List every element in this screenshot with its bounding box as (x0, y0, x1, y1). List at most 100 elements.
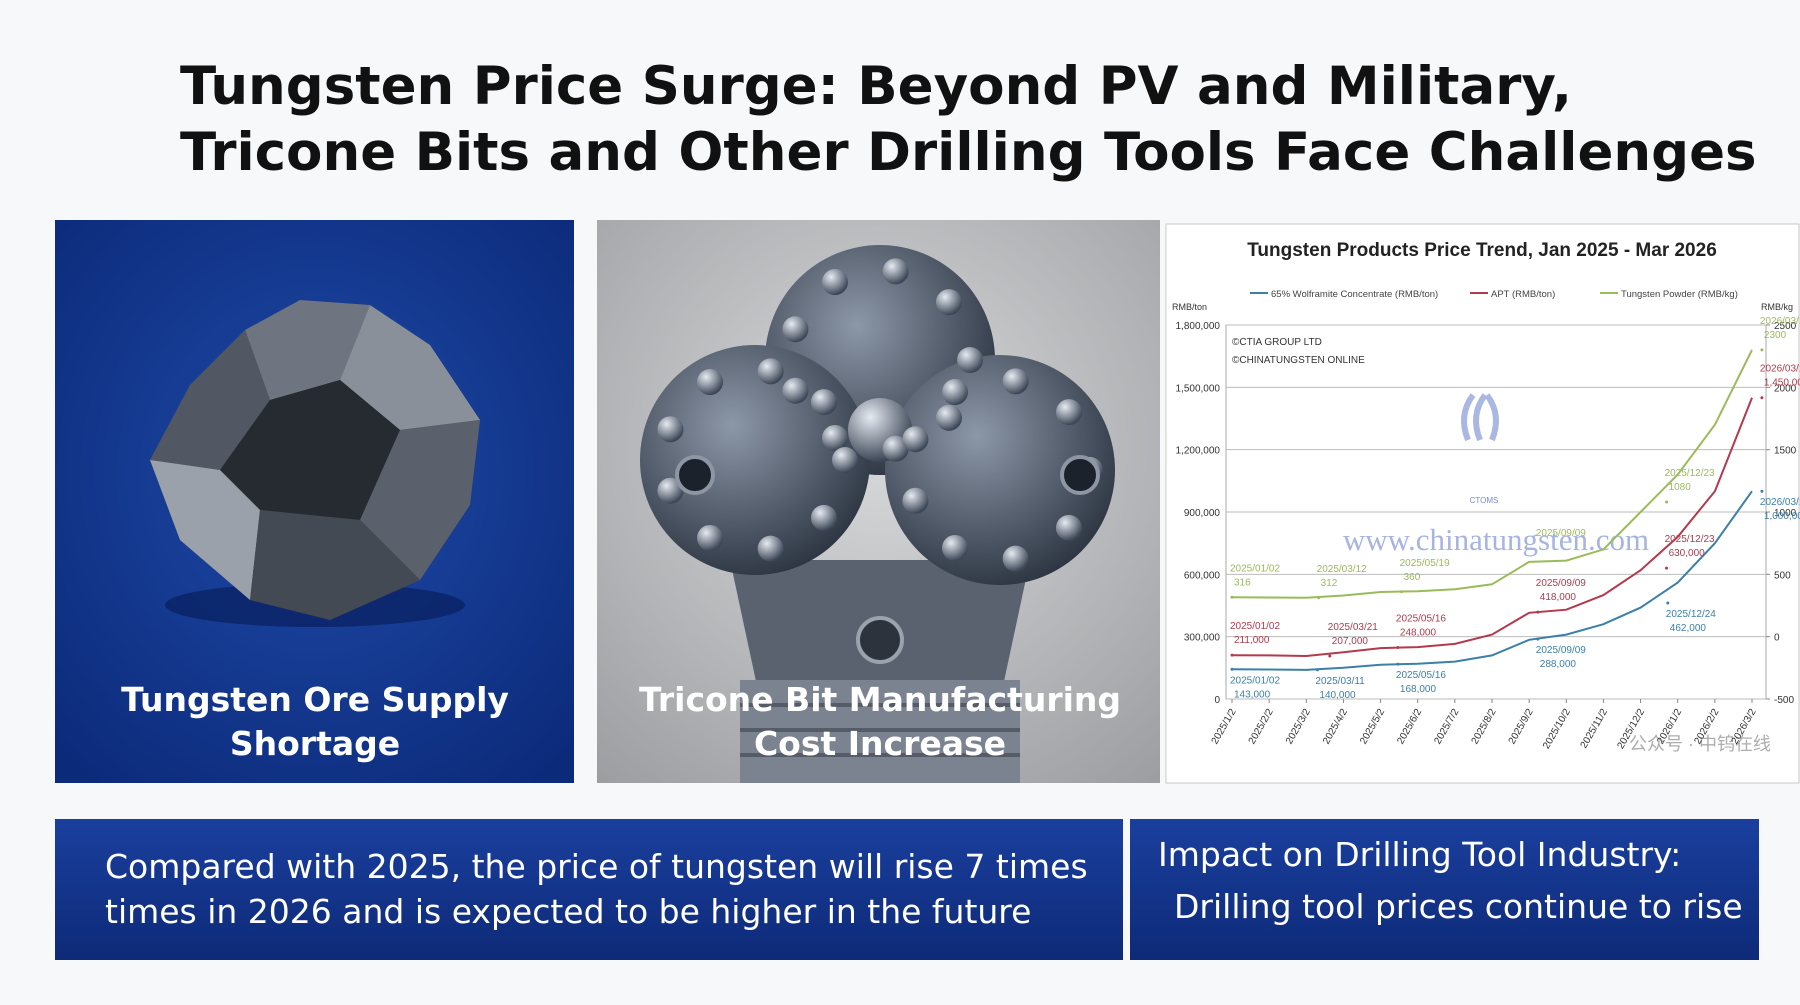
stud (935, 404, 962, 431)
banner (55, 819, 1123, 960)
annotation-value: 248,000 (1400, 627, 1437, 638)
stud (902, 426, 929, 453)
stud (822, 269, 848, 296)
watermark: 公众号 · 中钨在线 (1629, 734, 1771, 754)
banner-text: times in 2026 and is expected to be high… (105, 892, 1031, 931)
annotation-date: 2025/09/09 (1536, 578, 1586, 589)
y2-tick-label: 1000 (1774, 508, 1797, 519)
bit-panel: Tricone Bit Manufacturing Cost Increase (597, 220, 1160, 783)
y2-axis-label: RMB/kg (1761, 302, 1793, 312)
banner (1130, 819, 1759, 960)
nozzle (856, 616, 904, 664)
annotation-date: 2025/01/02 (1230, 621, 1280, 632)
banner-text: Drilling tool prices continue to rise (1174, 887, 1743, 926)
credit: ©CHINATUNGSTEN ONLINE (1232, 355, 1365, 366)
stud (782, 316, 809, 343)
panel-caption: Shortage (230, 724, 400, 763)
series-line (1231, 397, 1753, 658)
y2-tick-label: 500 (1774, 570, 1791, 581)
annotation-value: 316 (1234, 577, 1251, 588)
y-tick-label: 600,000 (1184, 570, 1221, 581)
stud (697, 369, 723, 396)
annotation-point (1230, 653, 1234, 657)
stud (942, 534, 968, 561)
annotation-date: 2025/05/16 (1396, 670, 1446, 681)
annotation-value: 1080 (1669, 482, 1692, 493)
stud (942, 379, 968, 406)
y-axis-label: RMB/ton (1172, 302, 1207, 312)
annotation-date: 2025/01/02 (1230, 563, 1280, 574)
annotation-date: 2025/03/12 (1317, 564, 1367, 575)
annotation-point (1760, 489, 1764, 493)
panel-caption: Cost Increase (754, 724, 1006, 763)
y2-tick-label: 0 (1774, 633, 1780, 644)
annotation-point (1760, 348, 1764, 352)
annotation-date: 2025/05/16 (1396, 613, 1446, 624)
title-line: Tricone Bits and Other Drilling Tools Fa… (180, 122, 1757, 183)
annotation-date: 2025/09/09 (1536, 528, 1586, 539)
panel-caption: Tricone Bit Manufacturing (639, 680, 1121, 719)
annotation-date: 2025/12/24 (1666, 609, 1716, 620)
annotation-point (1536, 610, 1540, 614)
stud (882, 258, 909, 285)
stud (657, 477, 684, 504)
annotation-value: 143,000 (1234, 689, 1271, 700)
y-tick-label: 1,200,000 (1176, 446, 1221, 457)
annotation-value: 360 (1404, 572, 1421, 583)
annotation-point (1665, 500, 1669, 504)
logo (1461, 393, 1499, 442)
ore-facet (150, 330, 270, 470)
chart-panel: Tungsten Products Price Trend, Jan 2025 … (1165, 223, 1800, 784)
annotation-value: 462,000 (1670, 623, 1707, 634)
annotation-value: 207,000 (1332, 636, 1369, 647)
annotation-point (1317, 596, 1321, 600)
annotation-value: 288,000 (1540, 659, 1577, 670)
y-tick-label: 0 (1214, 695, 1220, 706)
logo-text: CTOMS (1470, 496, 1499, 505)
stud (1002, 545, 1029, 572)
ore-facet (250, 510, 420, 620)
studs (657, 258, 1103, 572)
stud (757, 358, 784, 385)
y2-tick-label: 2500 (1774, 321, 1797, 332)
ore-panel: Tungsten Ore Supply Shortage (55, 220, 574, 783)
annotation-point (1230, 667, 1234, 671)
annotation-point (1328, 654, 1332, 658)
banner-text: Compared with 2025, the price of tungste… (105, 847, 1088, 886)
y2-tick-label: 1500 (1774, 446, 1797, 457)
annotation-point (1666, 601, 1670, 605)
annotation-value: 2300 (1764, 330, 1787, 341)
stud (782, 377, 809, 404)
stud (832, 447, 858, 473)
annotation-value: 630,000 (1669, 548, 1706, 559)
y2-tick-label: -500 (1774, 695, 1794, 706)
legend-label: APT (RMB/ton) (1491, 289, 1555, 300)
stud (935, 289, 962, 316)
ore-facet (360, 420, 480, 580)
annotation-point (1396, 645, 1400, 649)
annotation-value: 312 (1321, 578, 1338, 589)
annotation-date: 2025/03/11 (1315, 676, 1365, 687)
annotation-point (1760, 396, 1764, 400)
stud (757, 535, 784, 562)
ore-facet (220, 380, 400, 520)
annotation-date: 2025/05/19 (1400, 558, 1450, 569)
annotation-date: 2025/03/21 (1328, 622, 1378, 633)
annotation-point (1400, 590, 1404, 594)
annotation-point (1396, 662, 1400, 666)
ore-facet (340, 305, 480, 430)
annotation-value: 168,000 (1400, 684, 1437, 695)
annotation-point (1536, 637, 1540, 641)
title-line: Tungsten Price Surge: Beyond PV and Mili… (180, 56, 1572, 117)
chart-bg (1165, 223, 1800, 784)
ore-facet (150, 460, 260, 600)
watermark: www.chinatungsten.com (1343, 522, 1649, 557)
annotation-date: 2025/12/23 (1665, 468, 1715, 479)
stud (1055, 514, 1082, 541)
annotation-date: 2025/09/09 (1536, 645, 1586, 656)
credit: ©CTIA GROUP LTD (1232, 337, 1322, 348)
stud (810, 389, 837, 416)
stud (697, 524, 723, 551)
